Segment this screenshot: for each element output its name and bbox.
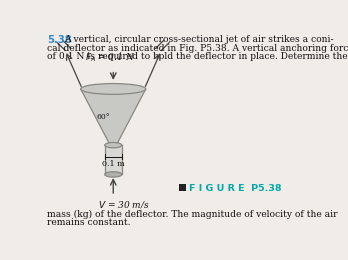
Text: $V$ = 30 m/s: $V$ = 30 m/s: [98, 199, 149, 210]
Bar: [105, 145, 122, 174]
Polygon shape: [81, 89, 146, 145]
Bar: [179, 184, 186, 191]
Text: mass (kg) of the deflector. The magnitude of velocity of the air: mass (kg) of the deflector. The magnitud…: [47, 210, 338, 219]
Text: $F_A$ = 0.1 N: $F_A$ = 0.1 N: [85, 51, 135, 63]
Text: 0.1 m: 0.1 m: [102, 160, 125, 168]
Ellipse shape: [105, 142, 122, 148]
Ellipse shape: [105, 172, 122, 177]
Text: A vertical, circular cross-sectional jet of air strikes a coni-: A vertical, circular cross-sectional jet…: [64, 35, 334, 44]
Text: remains constant.: remains constant.: [47, 218, 131, 227]
Text: cal deflector as indicated in Fig. P5.38. A vertical anchoring force: cal deflector as indicated in Fig. P5.38…: [47, 43, 348, 53]
Text: 60°: 60°: [96, 113, 110, 121]
Text: 5.38: 5.38: [47, 35, 72, 45]
Text: F I G U R E  P5.38: F I G U R E P5.38: [189, 184, 282, 193]
Ellipse shape: [81, 83, 146, 94]
Text: of 0.1 N is required to hold the deflector in place. Determine the: of 0.1 N is required to hold the deflect…: [47, 52, 348, 61]
